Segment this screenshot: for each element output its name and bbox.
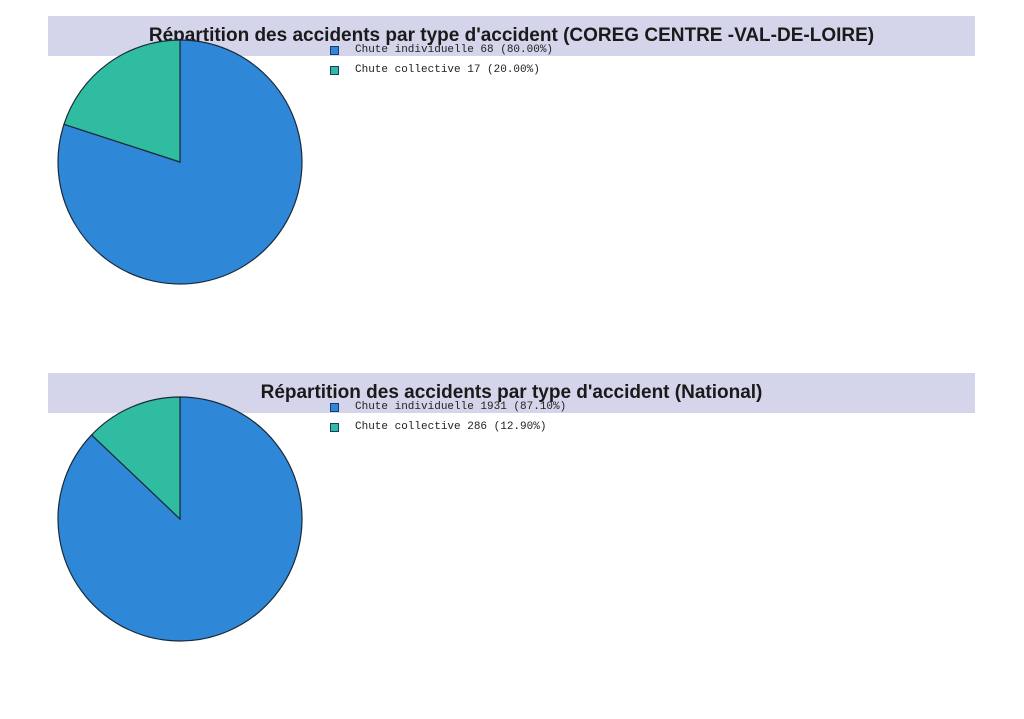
chart-coreg: Répartition des accidents par type d'acc… [48, 16, 975, 285]
pie-chart-national [57, 396, 303, 642]
legend-item-individuelle: Chute individuelle 1931 (87.10%) [330, 397, 566, 417]
legend-swatch [330, 45, 339, 55]
chart-national: Répartition des accidents par type d'acc… [48, 373, 975, 642]
pie-chart-coreg [57, 39, 303, 285]
legend-item-collective: Chute collective 17 (20.00%) [330, 60, 553, 80]
legend-swatch [330, 402, 339, 412]
legend-item-collective: Chute collective 286 (12.90%) [330, 417, 566, 437]
legend-label: Chute collective 17 (20.00%) [355, 64, 540, 76]
pie-slice-chute-collective [90, 396, 181, 521]
legend-swatch [330, 65, 339, 75]
legend-label: Chute individuelle 68 (80.00%) [355, 44, 554, 56]
legend-label: Chute collective 286 (12.90%) [355, 421, 547, 433]
legend-swatch [330, 422, 339, 432]
legend: Chute individuelle 68 (80.00%) Chute col… [330, 40, 553, 80]
legend-label: Chute individuelle 1931 (87.10%) [355, 401, 567, 413]
legend-item-individuelle: Chute individuelle 68 (80.00%) [330, 40, 553, 60]
pie-slice-chute-collective [63, 39, 181, 163]
legend: Chute individuelle 1931 (87.10%) Chute c… [330, 397, 566, 437]
